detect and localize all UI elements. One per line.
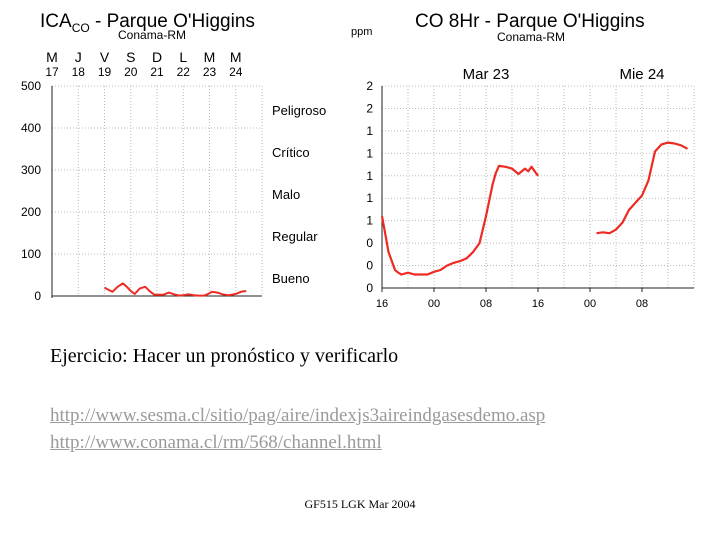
left-y-tick-label: 0 — [34, 289, 41, 303]
right-chart: CO 8Hr - Parque O'Higgins Conama-RM ppm … — [351, 11, 695, 310]
left-y-tick-label: 500 — [21, 79, 41, 93]
left-series-line — [104, 282, 247, 297]
right-day-labels: Mar 23 Mie 24 — [463, 66, 665, 83]
left-chart-subtitle: Conama-RM — [118, 28, 186, 42]
right-y-tick-label: 1 — [366, 146, 373, 160]
left-day-letter: J — [75, 49, 82, 65]
left-day-number: 17 — [45, 65, 59, 79]
right-chart-subtitle: Conama-RM — [497, 30, 565, 44]
left-day-letter: M — [230, 49, 242, 65]
left-y-tick-label: 200 — [21, 205, 41, 219]
left-category-label: Crítico — [272, 145, 310, 160]
conama-link[interactable]: http://www.conama.cl/rm/568/channel.html — [50, 432, 382, 453]
right-y-tick-label: 0 — [366, 281, 373, 295]
left-y-tick-label: 400 — [21, 121, 41, 135]
right-series — [380, 141, 689, 276]
right-x-tick-label: 00 — [584, 298, 596, 310]
right-series-line — [380, 164, 539, 276]
left-category-label: Malo — [272, 187, 300, 202]
right-chart-ylabel: ppm — [351, 26, 372, 38]
left-day-number: 18 — [72, 65, 86, 79]
right-day-label: Mie 24 — [619, 66, 664, 83]
right-y-tick-label: 1 — [366, 169, 373, 183]
right-x-tick-label: 16 — [532, 298, 544, 310]
left-day-letter: V — [100, 49, 110, 65]
left-day-number: 20 — [124, 65, 138, 79]
left-y-tick-label: 100 — [21, 247, 41, 261]
left-chart-title: ICACO - Parque O'Higgins — [40, 11, 255, 35]
left-day-number: 22 — [177, 65, 191, 79]
sesma-link[interactable]: http://www.sesma.cl/sitio/pag/aire/index… — [50, 405, 546, 426]
right-y-tick-label: 0 — [366, 259, 373, 273]
left-day-letter: M — [46, 49, 58, 65]
chart-figure: ICACO - Parque O'Higgins Conama-RM M17J1… — [21, 11, 695, 310]
left-day-number: 21 — [150, 65, 164, 79]
left-category-labels: Peligroso Crítico Malo Regular Bueno — [272, 103, 326, 286]
right-x-ticks: 16 00 08 16 00 08 — [376, 298, 648, 310]
right-y-ticks: 2 2 1 1 1 1 1 0 0 0 — [366, 79, 373, 295]
right-y-tick-label: 2 — [366, 101, 373, 115]
left-chart: ICACO - Parque O'Higgins Conama-RM M17J1… — [21, 11, 326, 303]
left-day-letter: L — [179, 49, 187, 65]
right-y-tick-label: 1 — [366, 191, 373, 205]
right-y-tick-label: 0 — [366, 236, 373, 250]
left-day-letter: S — [126, 49, 135, 65]
right-x-tick-label: 16 — [376, 298, 388, 310]
left-category-label: Bueno — [272, 271, 310, 286]
left-day-letter: M — [204, 49, 216, 65]
left-series — [104, 282, 247, 297]
right-series-line — [596, 141, 689, 235]
footer-credit: GF515 LGK Mar 2004 — [304, 497, 416, 511]
right-day-label: Mar 23 — [463, 66, 510, 83]
left-day-number: 24 — [229, 65, 243, 79]
right-x-tick-label: 00 — [428, 298, 440, 310]
right-x-tick-label: 08 — [480, 298, 492, 310]
right-x-tick-label: 08 — [636, 298, 648, 310]
right-grid — [381, 85, 695, 292]
left-grid — [51, 85, 263, 298]
right-chart-title: CO 8Hr - Parque O'Higgins — [415, 11, 645, 32]
left-category-label: Regular — [272, 229, 318, 244]
left-y-tick-label: 300 — [21, 163, 41, 177]
exercise-caption: Ejercicio: Hacer un pronóstico y verific… — [50, 345, 399, 367]
left-day-number: 23 — [203, 65, 217, 79]
right-y-tick-label: 2 — [366, 79, 373, 93]
left-day-letter: D — [152, 49, 162, 65]
left-y-ticks: 500 400 300 200 100 0 — [21, 79, 41, 303]
left-day-number: 19 — [98, 65, 112, 79]
left-category-label: Peligroso — [272, 103, 326, 118]
right-y-tick-label: 1 — [366, 124, 373, 138]
right-y-tick-label: 1 — [366, 214, 373, 228]
